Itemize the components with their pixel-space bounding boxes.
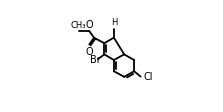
- Text: O: O: [85, 47, 93, 57]
- Text: H: H: [111, 18, 117, 27]
- Text: Br: Br: [90, 55, 101, 65]
- Text: CH₃: CH₃: [70, 21, 86, 30]
- Text: Cl: Cl: [143, 72, 153, 82]
- Text: O: O: [86, 20, 93, 30]
